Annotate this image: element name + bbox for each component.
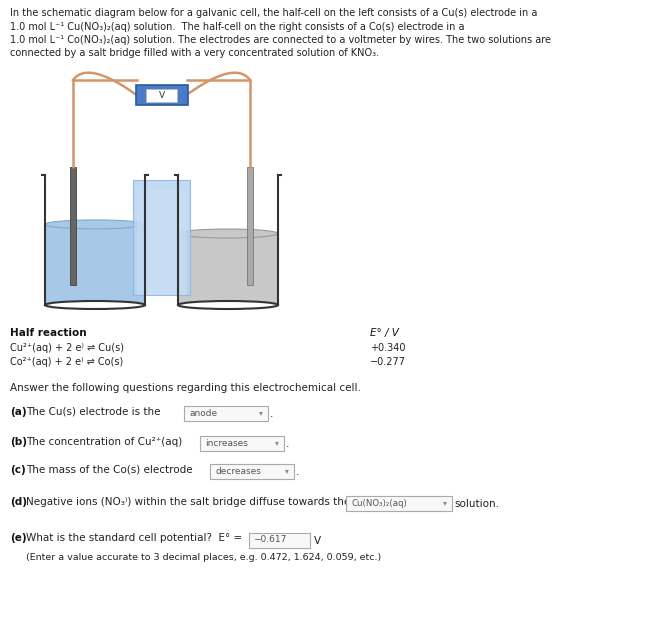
Text: E° / V: E° / V: [370, 328, 399, 338]
Text: .: .: [286, 439, 290, 449]
Text: (e): (e): [10, 533, 26, 543]
FancyBboxPatch shape: [146, 89, 177, 101]
Text: (b): (b): [10, 437, 27, 447]
Text: V: V: [314, 536, 321, 546]
Text: (Enter a value accurate to 3 decimal places, e.g. 0.472, 1.624, 0.059, etc.): (Enter a value accurate to 3 decimal pla…: [26, 553, 381, 562]
Ellipse shape: [178, 229, 278, 238]
Text: −0.277: −0.277: [370, 357, 406, 367]
Text: Co²⁺(aq) + 2 e⁾ ⇌ Co(s): Co²⁺(aq) + 2 e⁾ ⇌ Co(s): [10, 357, 123, 367]
Text: (c): (c): [10, 465, 26, 475]
Text: (a): (a): [10, 407, 26, 417]
Text: What is the standard cell potential?  E° =: What is the standard cell potential? E° …: [26, 533, 243, 543]
Text: Answer the following questions regarding this electrochemical cell.: Answer the following questions regarding…: [10, 383, 361, 393]
Text: The mass of the Co(s) electrode: The mass of the Co(s) electrode: [26, 465, 193, 475]
Text: 1.0 mol L⁻¹ Co(NO₃)₂(aq) solution. The electrodes are connected to a voltmeter b: 1.0 mol L⁻¹ Co(NO₃)₂(aq) solution. The e…: [10, 35, 551, 45]
Text: anode: anode: [189, 409, 217, 418]
Text: The concentration of Cu²⁺(aq): The concentration of Cu²⁺(aq): [26, 437, 183, 447]
Ellipse shape: [45, 220, 145, 229]
Bar: [178, 234, 278, 305]
Text: 1.0 mol L⁻¹ Cu(NO₃)₂(aq) solution.  The half-cell on the right consists of a Co(: 1.0 mol L⁻¹ Cu(NO₃)₂(aq) solution. The h…: [10, 21, 464, 31]
FancyBboxPatch shape: [210, 464, 293, 479]
FancyBboxPatch shape: [183, 406, 268, 421]
Text: −0.617: −0.617: [253, 536, 286, 544]
FancyBboxPatch shape: [199, 436, 284, 451]
Bar: [45, 224, 145, 305]
Text: Half reaction: Half reaction: [10, 328, 86, 338]
FancyBboxPatch shape: [135, 85, 188, 105]
FancyBboxPatch shape: [248, 532, 310, 548]
Text: ▾: ▾: [285, 466, 289, 476]
Text: (d): (d): [10, 497, 27, 507]
Text: solution.: solution.: [454, 499, 499, 509]
Text: .: .: [270, 409, 273, 419]
Bar: [70, 167, 76, 285]
Text: +0.340: +0.340: [370, 343, 406, 353]
Text: decreases: decreases: [215, 466, 261, 476]
Text: In the schematic diagram below for a galvanic cell, the half-cell on the left co: In the schematic diagram below for a gal…: [10, 8, 537, 18]
Text: ▾: ▾: [275, 439, 279, 448]
Text: Cu²⁺(aq) + 2 e⁾ ⇌ Cu(s): Cu²⁺(aq) + 2 e⁾ ⇌ Cu(s): [10, 343, 124, 353]
Text: The Cu(s) electrode is the: The Cu(s) electrode is the: [26, 407, 161, 417]
Text: .: .: [296, 467, 299, 477]
Text: Negative ions (NO₃⁾) within the salt bridge diffuse towards the: Negative ions (NO₃⁾) within the salt bri…: [26, 497, 350, 507]
FancyBboxPatch shape: [346, 496, 452, 511]
Bar: [247, 167, 253, 285]
Text: ▾: ▾: [259, 409, 263, 418]
Text: V: V: [159, 91, 164, 99]
Text: ▾: ▾: [443, 499, 447, 508]
Bar: [133, 180, 190, 295]
Text: increases: increases: [205, 439, 248, 448]
Ellipse shape: [45, 301, 145, 309]
Ellipse shape: [178, 301, 278, 309]
Bar: [137, 190, 186, 295]
Text: connected by a salt bridge filled with a very concentrated solution of KNO₃.: connected by a salt bridge filled with a…: [10, 49, 379, 59]
Text: Cu(NO₃)₂(aq): Cu(NO₃)₂(aq): [351, 499, 407, 508]
